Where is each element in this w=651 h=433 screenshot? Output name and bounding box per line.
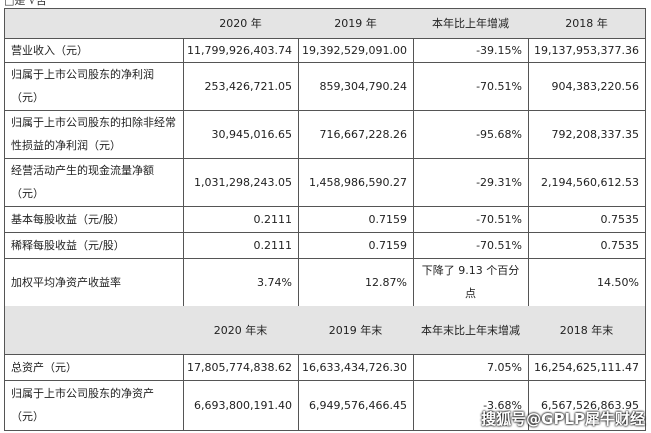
table-cell: 0.2111	[183, 232, 299, 259]
table-cell: -70.51%	[413, 232, 529, 259]
table-cell: 30,945,016.65	[183, 110, 299, 159]
table-cell: 2020 年	[183, 8, 299, 39]
table-cell: 16,254,625,111.47	[528, 354, 646, 381]
table-cell: 792,208,337.35	[528, 110, 646, 159]
table-cell: 0.7159	[298, 206, 414, 233]
table-cell: 总资产（元）	[4, 354, 184, 381]
table-cell: 下降了 9.13 个百分点	[413, 258, 529, 307]
table-cell: 营业收入（元）	[4, 38, 184, 63]
table-cell: 6,567,526,863.95	[528, 380, 646, 431]
top-note: □是 √否	[4, 0, 47, 7]
table-cell: 加权平均净资产收益率	[4, 258, 184, 307]
table-cell: 2,194,560,612.53	[528, 158, 646, 207]
table-cell: 基本每股收益（元/股）	[4, 206, 184, 233]
table-cell: 19,392,529,091.00	[298, 38, 414, 63]
table-cell: 本年比上年增减	[413, 8, 529, 39]
table-cell: 253,426,721.05	[183, 62, 299, 111]
table-cell: 6,693,800,191.40	[183, 380, 299, 431]
table-cell: 3.74%	[183, 258, 299, 307]
table-cell: -95.68%	[413, 110, 529, 159]
table-cell: 0.7535	[528, 206, 646, 233]
watermark: 搜狐号@GPLP犀牛财经	[481, 410, 645, 428]
table-cell: 859,304,790.24	[298, 62, 414, 111]
table-cell: 2020 年末	[183, 306, 299, 355]
table-cell: 2018 年末	[528, 306, 646, 355]
table-cell: 2018 年	[528, 8, 646, 39]
table-cell: -70.51%	[413, 62, 529, 111]
table-cell: -39.15%	[413, 38, 529, 63]
table-cell: -3.68%	[413, 380, 529, 431]
table-cell: 经营活动产生的现金流量净额（元）	[4, 158, 184, 207]
table-cell: 0.2111	[183, 206, 299, 233]
table-cell: 19,137,953,377.36	[528, 38, 646, 63]
table-cell: 稀释每股收益（元/股）	[4, 232, 184, 259]
table-cell: 7.05%	[413, 354, 529, 381]
table-cell: 归属于上市公司股东的扣除非经常性损益的净利润（元）	[4, 110, 184, 159]
table-cell	[4, 306, 184, 355]
table-cell: 16,633,434,726.30	[298, 354, 414, 381]
table-cell: 14.50%	[528, 258, 646, 307]
table-cell: 0.7159	[298, 232, 414, 259]
table-cell: 12.87%	[298, 258, 414, 307]
table-cell: 归属于上市公司股东的净资产（元）	[4, 380, 184, 431]
table-cell: 1,458,986,590.27	[298, 158, 414, 207]
table-cell: 2019 年末	[298, 306, 414, 355]
table-cell: -29.31%	[413, 158, 529, 207]
table-cell: 归属于上市公司股东的净利润（元）	[4, 62, 184, 111]
table-cell: -70.51%	[413, 206, 529, 233]
table-cell	[4, 8, 184, 39]
table-cell: 2019 年	[298, 8, 414, 39]
table-cell: 6,949,576,466.45	[298, 380, 414, 431]
table-cell: 1,031,298,243.05	[183, 158, 299, 207]
table-cell: 904,383,220.56	[528, 62, 646, 111]
table-cell: 0.7535	[528, 232, 646, 259]
table-cell: 本年末比上年末增减	[413, 306, 529, 355]
table-cell: 17,805,774,838.62	[183, 354, 299, 381]
table-cell: 716,667,228.26	[298, 110, 414, 159]
table-cell: 11,799,926,403.74	[183, 38, 299, 63]
